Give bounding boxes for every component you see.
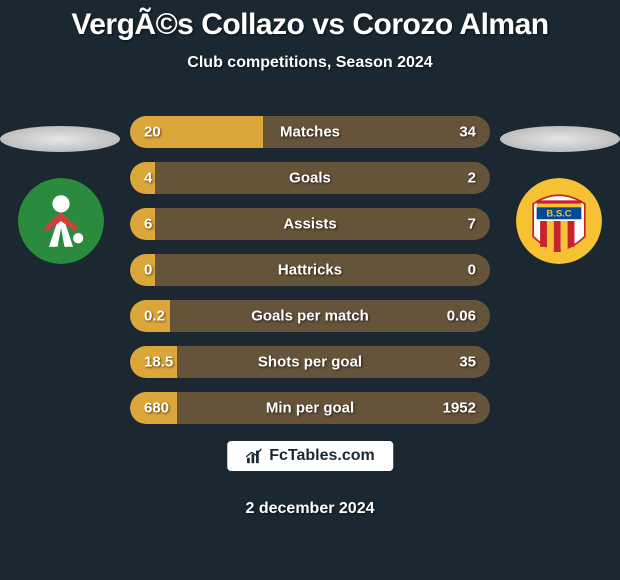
subtitle: Club competitions, Season 2024 bbox=[0, 54, 620, 72]
platform-left bbox=[0, 126, 120, 152]
chart-icon bbox=[245, 447, 263, 465]
stat-value-left: 6 bbox=[144, 216, 152, 233]
stat-value-right: 2 bbox=[468, 170, 476, 187]
crest-right: B.S.C bbox=[516, 178, 602, 264]
footer-logo-text: FcTables.com bbox=[269, 447, 375, 465]
stat-row: 4 Goals 2 bbox=[130, 162, 490, 194]
stat-row: 0 Hattricks 0 bbox=[130, 254, 490, 286]
stat-label: Goals per match bbox=[251, 308, 369, 325]
stat-value-left: 0 bbox=[144, 262, 152, 279]
crest-left bbox=[18, 178, 104, 264]
stats-list: 20 Matches 34 4 Goals 2 6 Assists 7 0 Hattricks 0 0.… bbox=[130, 116, 490, 424]
stat-value-right: 7 bbox=[468, 216, 476, 233]
stat-row: 18.5 Shots per goal 35 bbox=[130, 346, 490, 378]
stat-row: 6 Assists 7 bbox=[130, 208, 490, 240]
crest-left-icon bbox=[18, 178, 104, 264]
stat-value-right: 35 bbox=[459, 354, 476, 371]
stat-value-left: 4 bbox=[144, 170, 152, 187]
stat-value-right: 1952 bbox=[443, 400, 476, 417]
stat-label: Goals bbox=[289, 170, 331, 187]
page-title: VergÃ©s Collazo vs Corozo Alman bbox=[0, 8, 620, 42]
stat-row: 0.2 Goals per match 0.06 bbox=[130, 300, 490, 332]
stat-label: Min per goal bbox=[266, 400, 354, 417]
crest-right-icon: B.S.C bbox=[516, 178, 602, 264]
stat-row: 20 Matches 34 bbox=[130, 116, 490, 148]
stat-value-right: 0.06 bbox=[447, 308, 476, 325]
stat-label: Shots per goal bbox=[258, 354, 362, 371]
stat-value-left: 20 bbox=[144, 124, 161, 141]
stat-value-left: 680 bbox=[144, 400, 169, 417]
stat-value-left: 0.2 bbox=[144, 308, 165, 325]
stat-label: Matches bbox=[280, 124, 340, 141]
footer-logo: FcTables.com bbox=[227, 441, 393, 471]
stat-value-left: 18.5 bbox=[144, 354, 173, 371]
platform-right bbox=[500, 126, 620, 152]
stat-value-right: 0 bbox=[468, 262, 476, 279]
stat-value-right: 34 bbox=[459, 124, 476, 141]
footer-date: 2 december 2024 bbox=[246, 500, 375, 518]
stat-label: Hattricks bbox=[278, 262, 342, 279]
stat-label: Assists bbox=[283, 216, 336, 233]
comparison-card: VergÃ©s Collazo vs Corozo Alman Club com… bbox=[0, 0, 620, 580]
svg-text:B.S.C: B.S.C bbox=[546, 209, 571, 220]
stat-row: 680 Min per goal 1952 bbox=[130, 392, 490, 424]
